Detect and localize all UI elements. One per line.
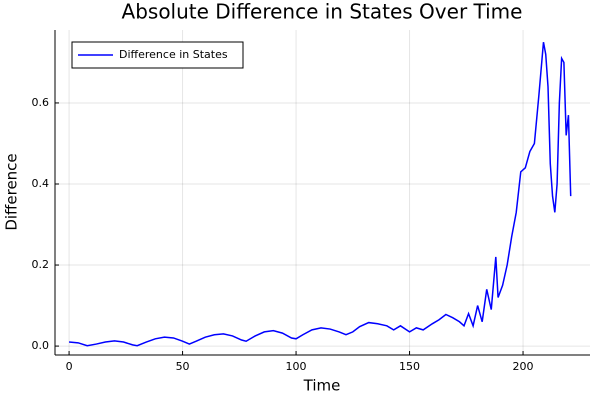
line (69, 42, 572, 347)
x-axis-label: Time (303, 377, 341, 395)
x-tick-label: 200 (513, 360, 534, 373)
legend-label: Difference in States (119, 48, 228, 61)
y-axis-label: Difference (3, 153, 21, 230)
y-tick-label: 0.2 (32, 258, 50, 271)
chart-title: Absolute Difference in States Over Time (122, 0, 523, 24)
y-tick-label: 0.4 (32, 177, 50, 190)
x-tick-label: 150 (399, 360, 420, 373)
x-tick-label: 50 (176, 360, 190, 373)
x-tick-label: 100 (286, 360, 307, 373)
y-tick-label: 0.0 (32, 339, 50, 352)
y-tick-label: 0.6 (32, 96, 50, 109)
x-tick-label: 0 (66, 360, 73, 373)
